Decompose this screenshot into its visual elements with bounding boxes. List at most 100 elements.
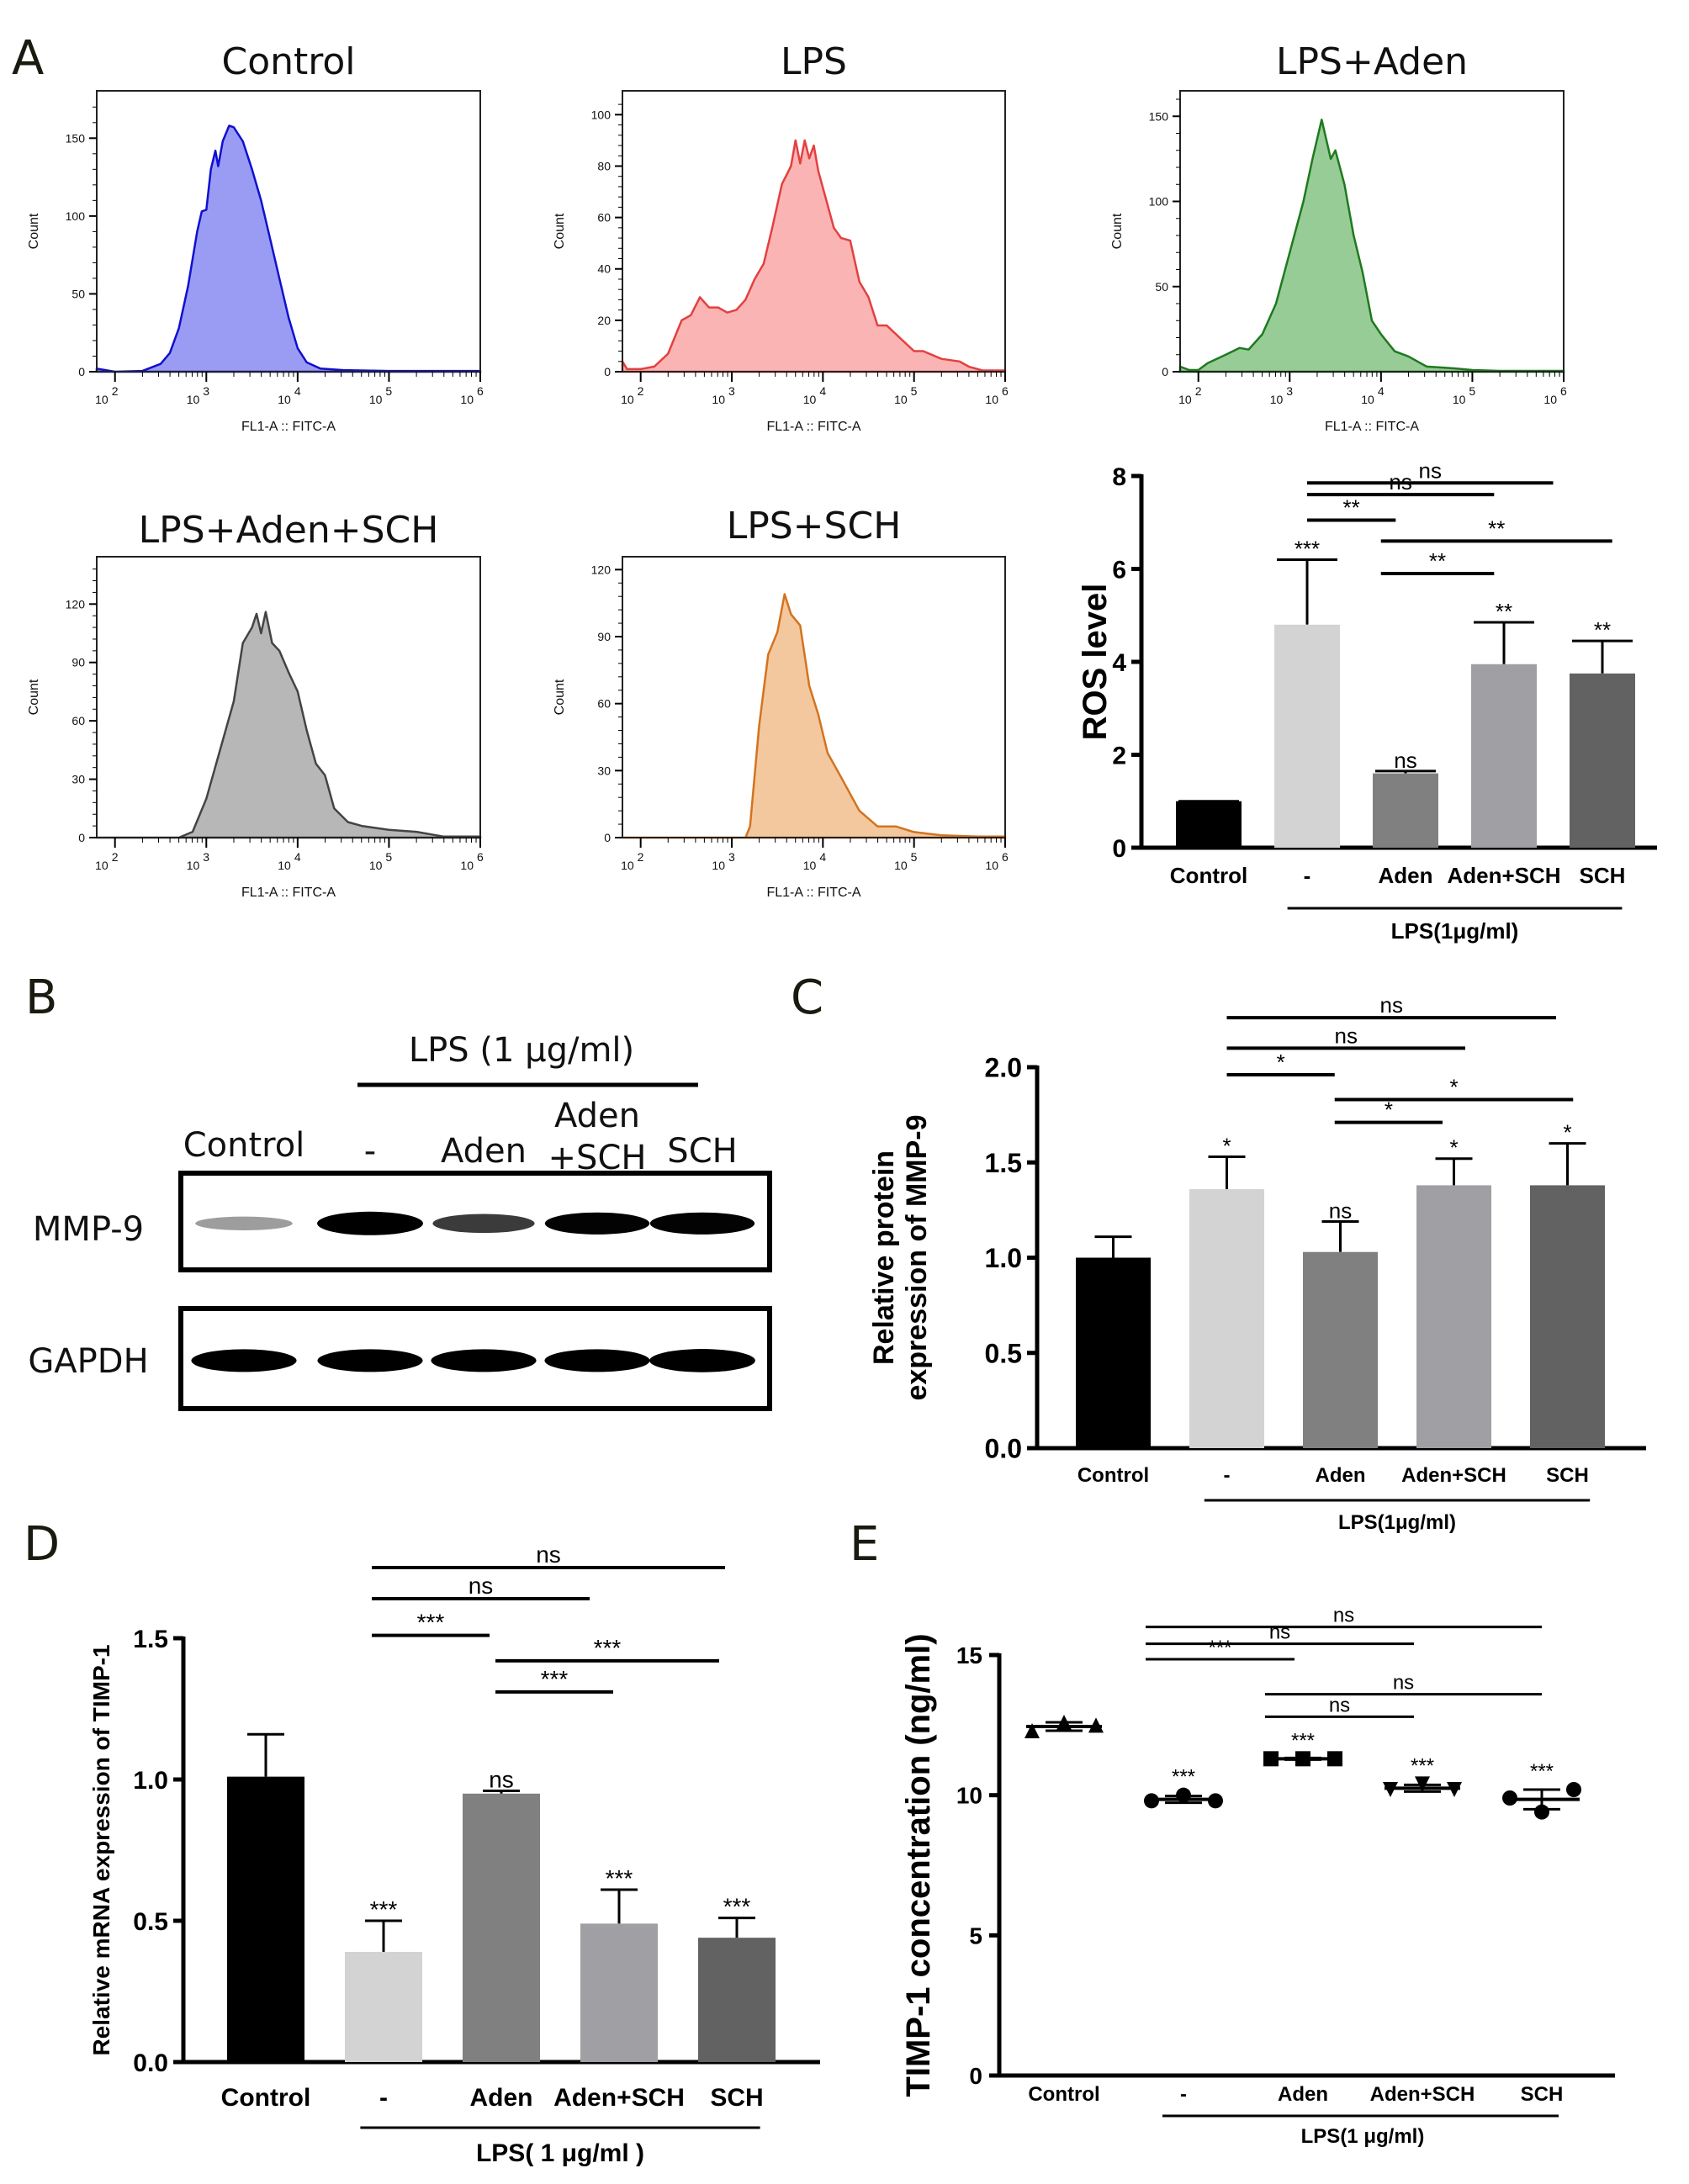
y-tick-label: 1.0: [133, 1767, 168, 1795]
x-tick-exponent: 5: [911, 850, 918, 864]
histogram-lps-aden-sch: LPS+Aden+SCH0306090120102103104105106FL1…: [27, 509, 484, 900]
x-tick-exponent: 3: [203, 850, 209, 864]
y-tick-label: 90: [71, 656, 85, 669]
y-tick-label: 0: [78, 365, 85, 378]
x-tick-exponent: 2: [638, 850, 644, 864]
comparison-label: *: [1449, 1075, 1458, 1100]
x-tick-label: 10: [278, 393, 291, 406]
comparison-label: ns: [1393, 1672, 1414, 1695]
comparison-label: ns: [1333, 1605, 1354, 1627]
data-point: [1295, 1751, 1310, 1767]
significance-label: ***: [1291, 1729, 1315, 1752]
x-tick-exponent: 4: [294, 384, 301, 398]
y-axis-label: Count: [553, 679, 567, 715]
y-axis-label: ROS level: [1077, 584, 1114, 741]
histogram-title: LPS+Aden: [1276, 40, 1468, 83]
x-tick-exponent: 4: [294, 850, 301, 864]
data-point: [1534, 1804, 1549, 1820]
x-tick-exponent: 3: [728, 850, 735, 864]
significance-label: ns: [489, 1766, 514, 1792]
comparison-label: ns: [1419, 457, 1442, 483]
band: [544, 1349, 650, 1372]
y-tick-label: 0: [78, 831, 85, 844]
panel-label-b: B: [25, 970, 57, 1025]
y-tick-label: 2.0: [985, 1053, 1022, 1083]
x-tick-exponent: 5: [385, 850, 392, 864]
y-tick-label: 150: [1149, 109, 1169, 123]
comparison-label: ***: [1208, 1637, 1231, 1659]
significance-label: ns: [1394, 748, 1416, 773]
comparison-label: **: [1429, 548, 1446, 574]
y-tick-label: 5: [969, 1922, 982, 1949]
y-tick-label: 0: [1162, 365, 1168, 378]
y-tick-label: 0.0: [985, 1434, 1022, 1464]
x-axis-label: FL1-A :: FITC-A: [1325, 420, 1419, 434]
category-label: Aden: [1379, 863, 1433, 888]
y-axis-label: Count: [1110, 213, 1125, 249]
x-tick-label: 10: [369, 859, 383, 872]
y-tick-label: 80: [597, 159, 611, 172]
x-tick-label: 10: [278, 859, 291, 872]
x-tick-exponent: 4: [1378, 384, 1385, 398]
lane-label: Aden: [441, 1132, 527, 1171]
x-tick-label: 10: [621, 393, 634, 406]
panel-label-e: E: [850, 1517, 879, 1572]
bar--: [1274, 624, 1340, 848]
y-tick-label: 0: [604, 831, 611, 844]
x-tick-label: 10: [187, 859, 200, 872]
bar--: [1189, 1188, 1264, 1448]
x-tick-exponent: 3: [203, 384, 209, 398]
comparison-label: ns: [469, 1573, 494, 1599]
histogram-area: [621, 593, 1007, 839]
data-point: [1447, 1782, 1462, 1797]
x-tick-exponent: 4: [819, 384, 826, 398]
x-tick-exponent: 3: [1286, 384, 1293, 398]
y-tick-label: 15: [956, 1642, 982, 1668]
category-label: Aden+SCH: [1447, 863, 1560, 888]
x-tick-exponent: 6: [1002, 850, 1009, 864]
comparison-label: *: [1277, 1050, 1285, 1075]
x-tick-exponent: 2: [1195, 384, 1202, 398]
x-tick-label: 10: [803, 859, 817, 872]
x-tick-label: 10: [1453, 393, 1466, 406]
bar-sch: [698, 1938, 776, 2062]
y-tick-label: 20: [597, 314, 611, 327]
x-tick-exponent: 2: [638, 384, 644, 398]
x-tick-exponent: 6: [1002, 384, 1009, 398]
histogram-title: LPS: [781, 40, 847, 83]
x-tick-label: 10: [1543, 393, 1557, 406]
significance-label: **: [1594, 617, 1611, 643]
category-label: Aden+SCH: [1370, 2083, 1475, 2106]
comparison-label: ns: [1329, 1694, 1350, 1716]
mmp9-bar-chart: 0.0 0.5 1.0 1.5 2.0 * ns * * Control - Aden Aden+SCH…: [868, 992, 1646, 1534]
significance-label: ***: [1530, 1760, 1554, 1783]
category-label: Aden: [1316, 1464, 1366, 1487]
comparison-label: **: [1488, 516, 1505, 541]
x-tick-label: 10: [95, 859, 109, 872]
y-axis-label: TIMP-1 concentration (ng/ml): [900, 1633, 937, 2097]
data-point: [1144, 1793, 1159, 1809]
x-axis-label: FL1-A :: FITC-A: [241, 420, 336, 434]
significance-label: ns: [1329, 1198, 1352, 1223]
panel-label-a: A: [12, 31, 44, 86]
data-point: [1208, 1793, 1223, 1809]
y-tick-label: 30: [597, 764, 611, 777]
data-point: [1056, 1715, 1072, 1730]
lane-label: Aden: [554, 1097, 640, 1135]
x-tick-exponent: 4: [819, 850, 826, 864]
y-tick-label: 1.5: [133, 1626, 168, 1653]
y-tick-label: 0: [604, 365, 611, 378]
comparison-label: ns: [536, 1541, 561, 1568]
histogram-title: Control: [221, 40, 355, 83]
x-tick-exponent: 5: [1469, 384, 1475, 398]
timp1-elisa-scatter: 0 5 10 15 Control *** - *** Aden *** Aden+SCH *** SC…: [900, 1605, 1615, 2148]
y-tick-label: 0.5: [985, 1338, 1022, 1368]
band: [191, 1349, 297, 1372]
